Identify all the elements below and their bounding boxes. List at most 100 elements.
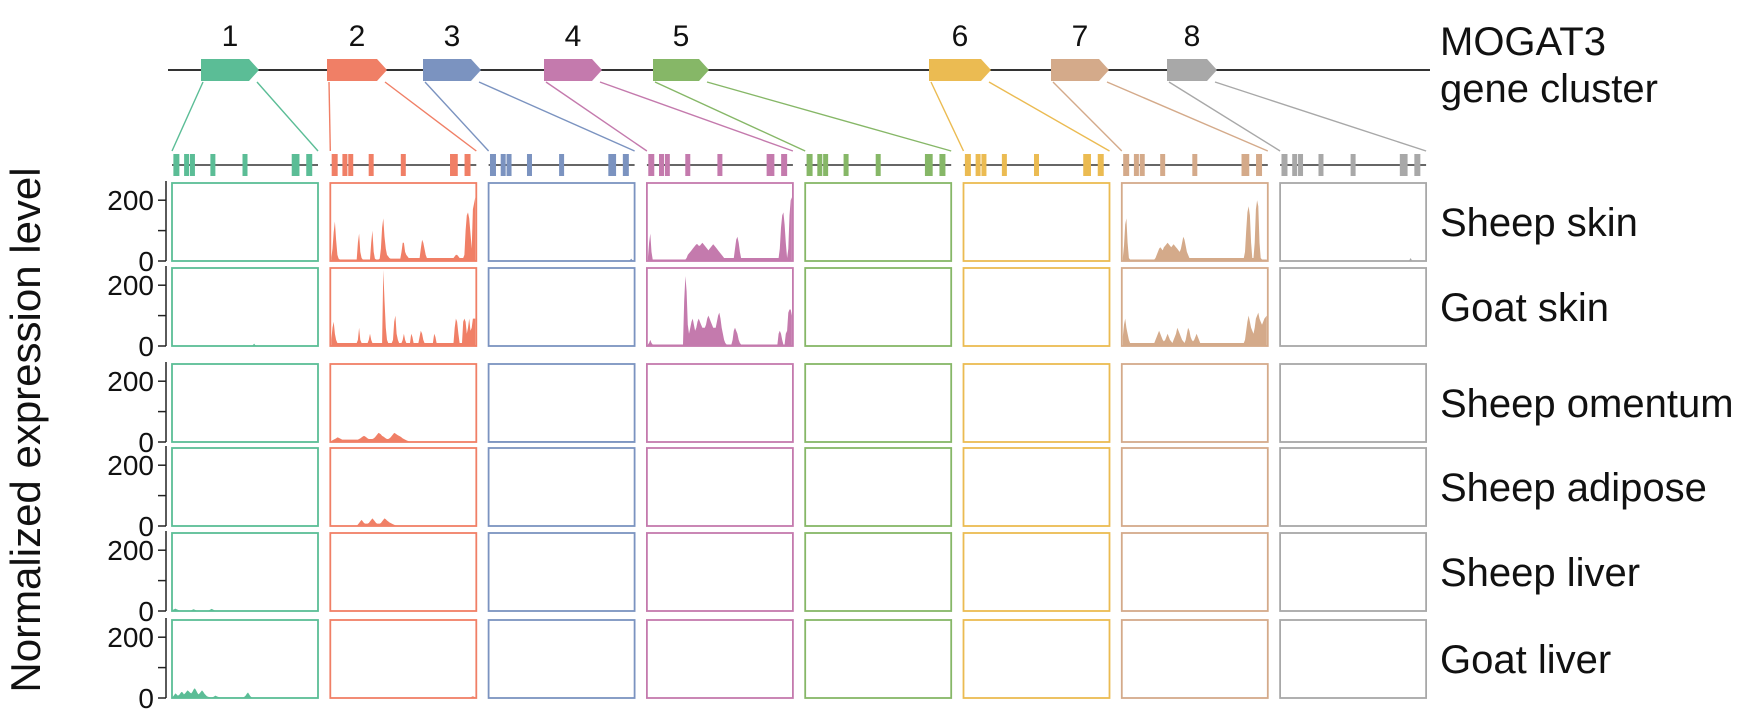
gene-zoom-connectors <box>171 81 1427 152</box>
y-tick-label-4-0: 0 <box>138 511 154 542</box>
exon-5-8 <box>924 154 930 176</box>
panel-2-3 <box>487 267 636 347</box>
connector-left-6 <box>930 81 965 152</box>
connector-left-3 <box>424 81 490 152</box>
y-tick-label-3-200: 200 <box>107 366 154 397</box>
exon-1-5 <box>242 154 248 176</box>
exon-8-3 <box>1298 154 1304 176</box>
exon-6-4 <box>1001 154 1007 176</box>
panel-3-7 <box>1120 363 1269 443</box>
exon-3-8 <box>608 154 614 176</box>
expression-area-5-1 <box>173 608 317 611</box>
panel-2-6 <box>962 267 1111 347</box>
panel-1-4 <box>646 182 794 262</box>
expression-area-2-2 <box>331 270 476 346</box>
gene-number-2: 2 <box>349 20 366 53</box>
gene-number-8: 8 <box>1184 20 1201 53</box>
exon-1-8 <box>291 154 297 176</box>
exon-4-5 <box>717 154 723 176</box>
y-tick-label-2-200: 200 <box>107 270 154 301</box>
y-tick-label-1-0: 0 <box>138 246 154 277</box>
connector-right-5 <box>706 81 952 152</box>
exon-5-2 <box>817 154 823 176</box>
connector-right-4 <box>599 81 794 152</box>
panel-4-3 <box>487 447 636 527</box>
connector-right-6 <box>988 81 1110 152</box>
expression-area-6-1 <box>173 688 317 698</box>
exon-8-7 <box>1414 154 1421 176</box>
panel-4-6 <box>962 447 1111 527</box>
panel-6-2 <box>329 619 478 699</box>
panel-3-6 <box>962 363 1111 443</box>
panel-2-5 <box>804 267 953 347</box>
panel-3-2 <box>329 363 478 443</box>
gene-arrow-8 <box>1167 59 1217 81</box>
exon-structure-tracks <box>172 154 1427 176</box>
connector-left-7 <box>1052 81 1123 152</box>
panel-1-1 <box>171 182 319 262</box>
expression-panels <box>171 182 1427 699</box>
exon-8-8 <box>1399 154 1405 176</box>
gene-arrow-6 <box>929 59 991 81</box>
y-tick-label-6-200: 200 <box>107 622 154 653</box>
y-tick-label-5-200: 200 <box>107 535 154 566</box>
panel-5-3 <box>487 532 636 612</box>
exon-2-3 <box>348 154 354 176</box>
exon-4-1 <box>648 154 655 176</box>
y-tick-label-2-0: 0 <box>138 331 154 362</box>
exon-6-8 <box>1083 154 1089 176</box>
panel-5-2 <box>329 532 478 612</box>
panel-4-4 <box>646 447 794 527</box>
exon-6-7 <box>1097 154 1104 176</box>
expression-area-1-2 <box>331 197 476 261</box>
gene-arrow-1 <box>201 59 259 81</box>
exon-2-7 <box>464 154 471 176</box>
exon-7-2 <box>1133 154 1139 176</box>
gene-number-3: 3 <box>444 20 461 53</box>
exon-8-2 <box>1292 154 1298 176</box>
exon-6-5 <box>1034 154 1039 176</box>
exon-8-5 <box>1350 154 1356 176</box>
exon-7-7 <box>1256 154 1263 176</box>
gene-arrow-4 <box>544 59 602 81</box>
exon-2-4 <box>368 154 374 176</box>
y-tick-label-3-0: 0 <box>138 427 154 458</box>
panel-5-7 <box>1120 532 1269 612</box>
panel-2-8 <box>1279 267 1427 347</box>
expression-area-3-3 <box>489 441 634 442</box>
exon-4-8 <box>766 154 772 176</box>
gene-number-6: 6 <box>952 20 969 53</box>
panel-6-8 <box>1279 619 1427 699</box>
connector-right-2 <box>384 81 477 152</box>
expression-area-1-4 <box>647 197 792 261</box>
panel-5-8 <box>1279 532 1427 612</box>
gene-number-4: 4 <box>565 20 582 53</box>
gene-arrow-5 <box>653 59 709 81</box>
panel-5-1 <box>171 532 319 612</box>
exon-6-2 <box>975 154 981 176</box>
connector-right-7 <box>1106 81 1269 152</box>
panel-1-8 <box>1279 182 1427 262</box>
panel-6-5 <box>804 619 953 699</box>
exon-1-7 <box>306 154 313 176</box>
connector-left-1 <box>171 81 204 152</box>
exon-1-4 <box>210 154 216 176</box>
panel-1-3 <box>487 182 636 262</box>
gene-number-5: 5 <box>673 20 690 53</box>
gene-number-7: 7 <box>1072 20 1089 53</box>
expression-area-4-2 <box>331 518 476 526</box>
expression-area-1-7 <box>1122 200 1267 261</box>
connector-right-1 <box>256 81 319 152</box>
panel-5-5 <box>804 532 953 612</box>
panel-1-5 <box>804 182 953 262</box>
exon-4-4 <box>685 154 691 176</box>
exon-3-2 <box>500 154 506 176</box>
exon-8-4 <box>1318 154 1324 176</box>
cluster-title-line-2: gene cluster <box>1440 67 1658 111</box>
y-axis-label: Normalized expression level <box>2 167 49 692</box>
exon-7-8 <box>1241 154 1247 176</box>
gene-arrow-7 <box>1051 59 1109 81</box>
exon-5-7 <box>939 154 946 176</box>
expression-area-1-8 <box>1281 258 1426 261</box>
exon-5-4 <box>843 154 849 176</box>
